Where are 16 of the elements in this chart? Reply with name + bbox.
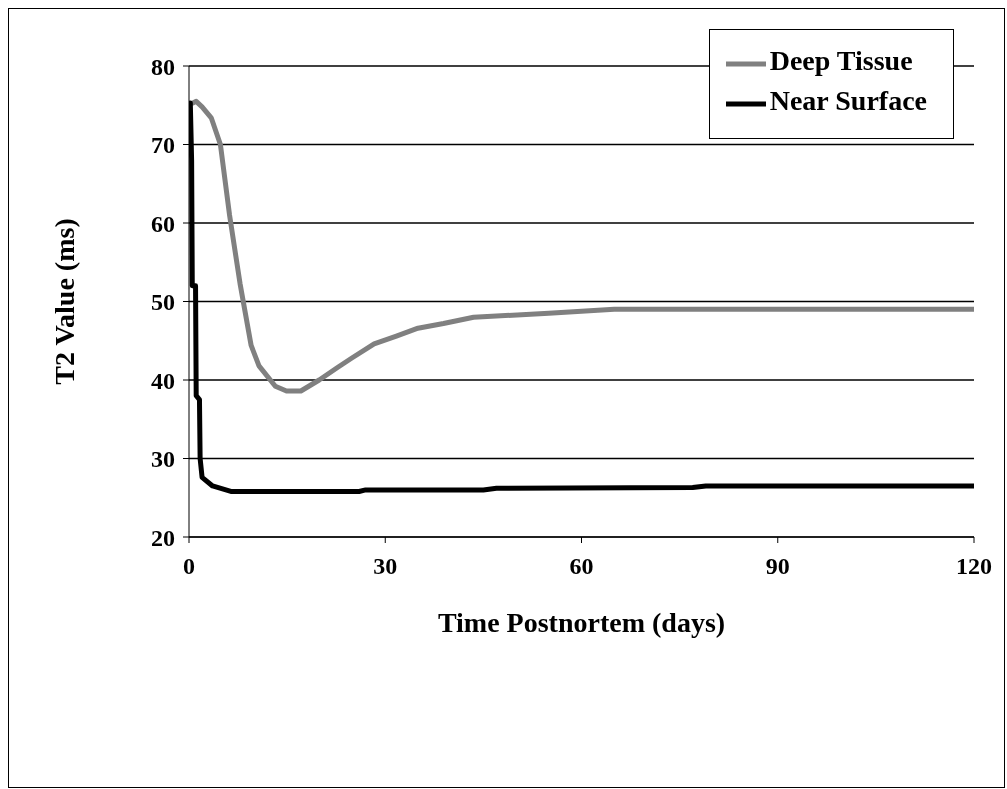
y-tick-label: 50 xyxy=(151,289,175,316)
y-axis-title: T2 Value (ms) xyxy=(48,218,80,385)
x-tick-label: 60 xyxy=(569,553,594,580)
x-tick-label: 90 xyxy=(765,553,790,580)
x-tick-label: 120 xyxy=(956,553,992,580)
y-tick-label: 30 xyxy=(151,446,175,473)
legend-label: Deep Tissue xyxy=(769,45,913,77)
x-tick-label: 0 xyxy=(183,553,195,580)
legend-label: Near Surface xyxy=(769,85,927,117)
y-tick-label: 70 xyxy=(151,132,175,159)
y-tick-label: 60 xyxy=(151,210,175,237)
y-tick-label: 40 xyxy=(151,367,175,394)
y-tick-label: 80 xyxy=(151,53,175,80)
x-tick-label: 30 xyxy=(373,553,398,580)
y-tick-label: 20 xyxy=(151,524,175,551)
x-axis-title: Time Postnortem (days) xyxy=(437,607,726,638)
